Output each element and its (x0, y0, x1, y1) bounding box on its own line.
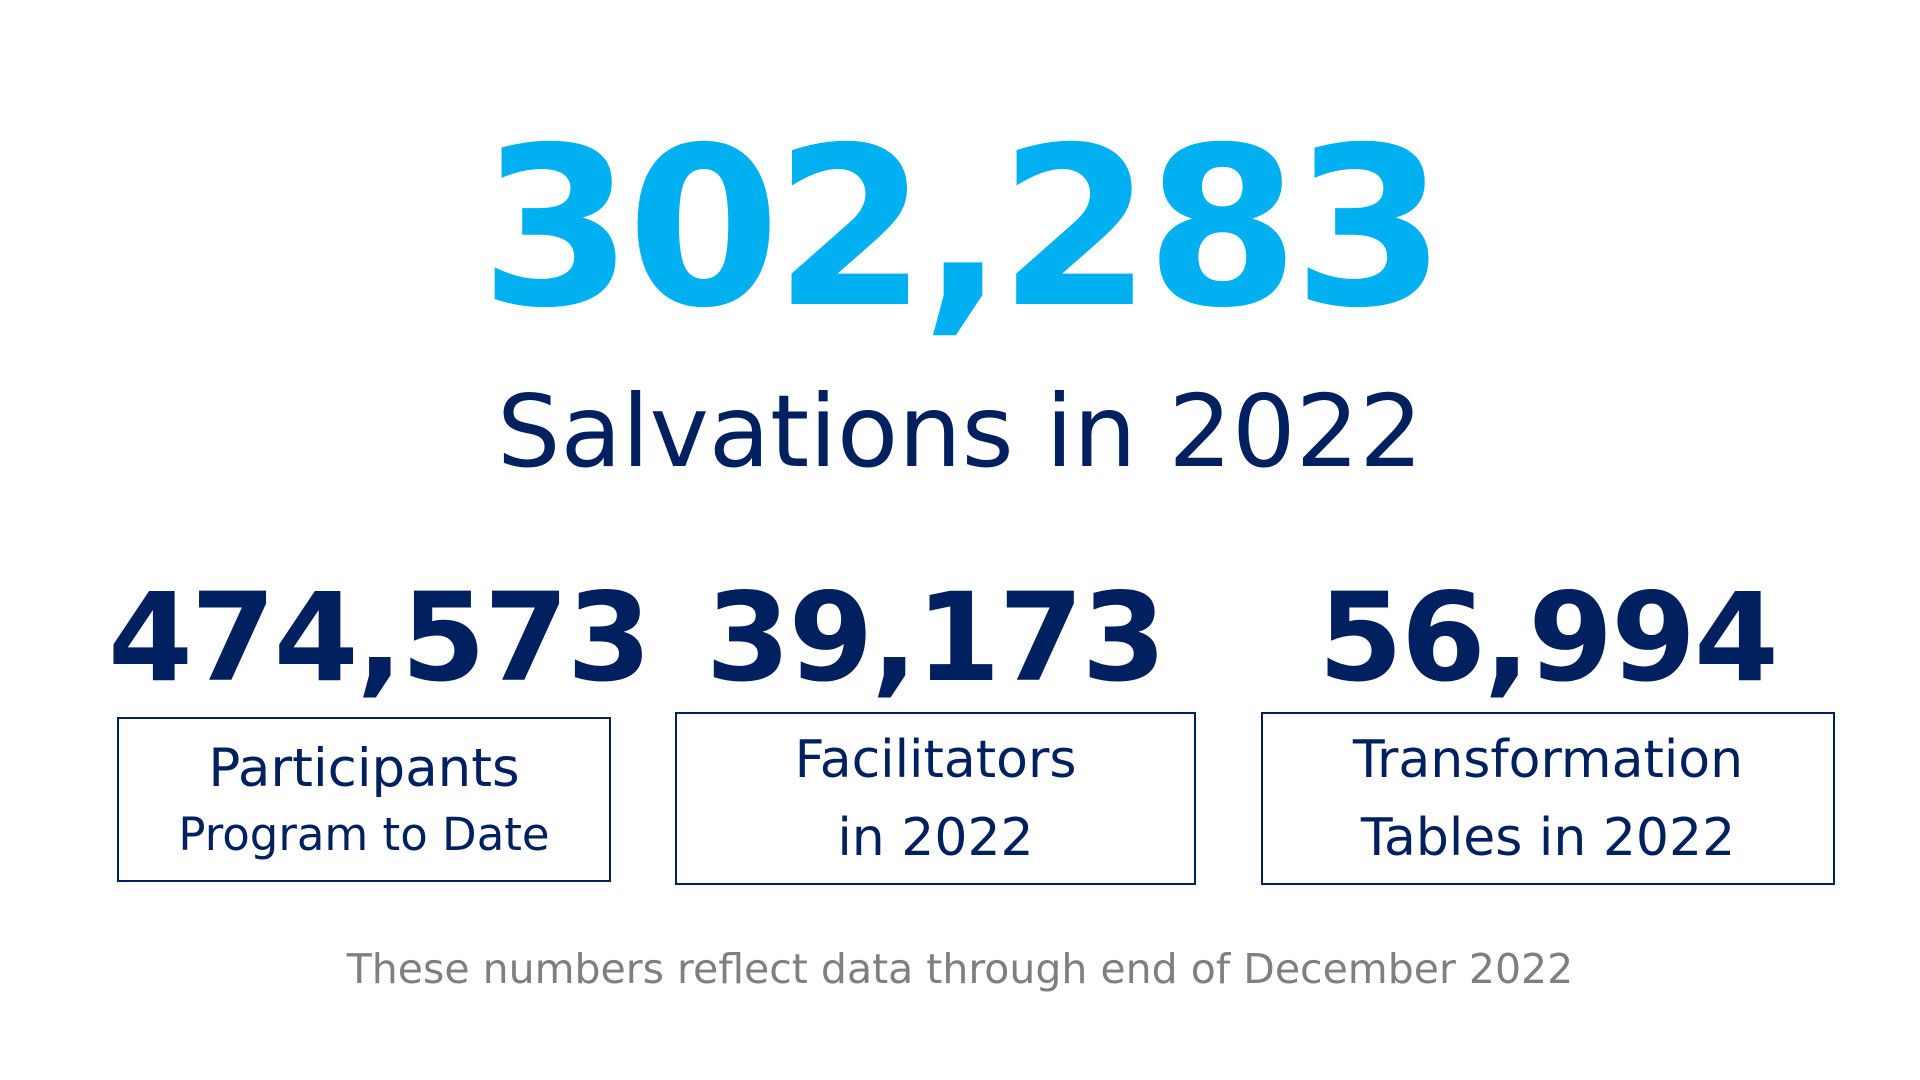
facilitators-total: 39,173 (705, 567, 1167, 709)
salvations-label: Salvations in 2022 (497, 373, 1423, 490)
facilitators-label-line2: in 2022 (837, 807, 1034, 868)
participants-label-box: Participants Program to Date (117, 717, 611, 882)
tables-label-line1: Transformation (1352, 729, 1744, 790)
participants-total: 474,573 (108, 567, 652, 709)
salvations-total: 302,283 (479, 100, 1446, 356)
tables-label-line2: Tables in 2022 (1360, 807, 1736, 868)
data-footnote: These numbers reflect data through end o… (346, 945, 1574, 993)
tables-label-box: Transformation Tables in 2022 (1261, 712, 1835, 885)
participants-label-line2: Program to Date (178, 807, 550, 861)
tables-total: 56,994 (1318, 567, 1779, 709)
facilitators-label-line1: Facilitators (794, 729, 1077, 790)
facilitators-label-box: Facilitators in 2022 (675, 712, 1196, 885)
participants-label-line1: Participants (208, 737, 520, 799)
